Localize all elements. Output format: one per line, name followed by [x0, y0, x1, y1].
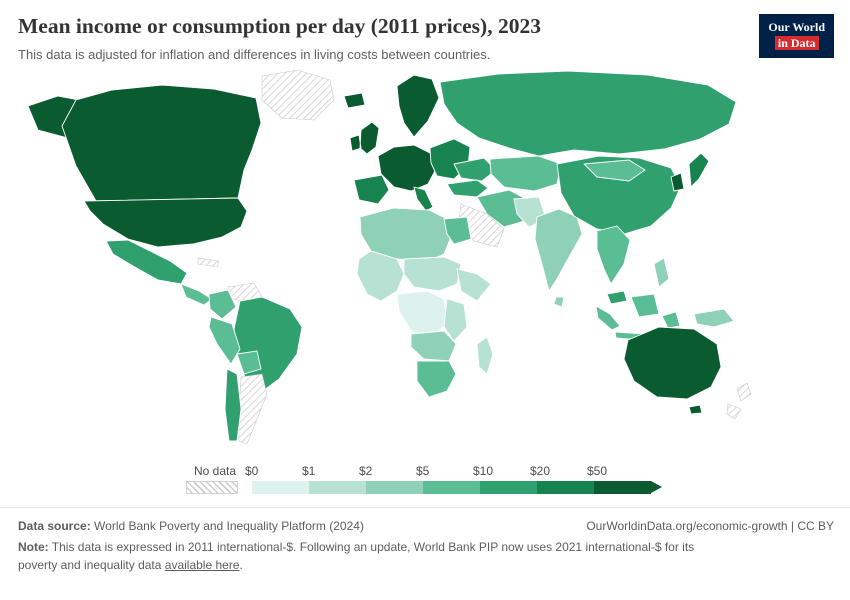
region-argentina[interactable]: Argentina [238, 373, 268, 445]
region-italy[interactable]: Italy [413, 186, 434, 212]
world-map: United States Canada Greenland United St… [27, 69, 752, 445]
legend-bin-6[interactable]: $50 [587, 464, 651, 494]
region-central-america[interactable]: Central America [180, 283, 213, 306]
region-horn-of-africa[interactable]: Horn of Africa [456, 268, 492, 302]
region-southern-africa[interactable]: Southern Africa [410, 330, 457, 362]
available-here-link[interactable]: available here [164, 557, 240, 572]
note-label: Note: [18, 539, 49, 554]
region-mexico[interactable]: Mexico [105, 239, 188, 285]
region-australia[interactable]: Australia [623, 326, 722, 400]
page-subtitle: This data is adjusted for inflation and … [18, 46, 491, 62]
no-data-swatch [186, 480, 238, 494]
region-philippines[interactable]: Philippines [653, 257, 670, 288]
map-area: United States Canada Greenland United St… [0, 68, 850, 448]
region-malaysia[interactable]: Malaysia [606, 290, 628, 305]
region-russia[interactable]: Russia [439, 70, 737, 157]
region-south-korea[interactable]: South Korea [670, 172, 685, 192]
legend-bin-1[interactable]: $1 [302, 464, 366, 494]
logo-line2: in Data [768, 35, 825, 52]
region-united-states[interactable]: United States [83, 197, 248, 248]
region-bolivia[interactable]: Bolivia [236, 350, 262, 375]
region-china[interactable]: China [556, 155, 682, 235]
footer-note: Note: This data is expressed in 2011 int… [18, 538, 718, 574]
data-source-text: World Bank Poverty and Inequality Platfo… [90, 518, 364, 533]
logo-line1: Our World [768, 20, 825, 34]
region-sri-lanka[interactable]: Sri Lanka [553, 296, 565, 308]
footer-divider [0, 506, 850, 508]
legend-bin-2[interactable]: $2 [359, 464, 423, 494]
legend-no-data[interactable]: No data [186, 464, 238, 494]
legend-bin-3[interactable]: $5 [416, 464, 480, 494]
map-legend: No data $0 $1 $2 $5 $10 $20 $50 [186, 458, 850, 494]
region-north-africa[interactable]: North Africa [359, 207, 452, 262]
note-suffix: . [239, 557, 243, 572]
region-east-africa[interactable]: East Africa [443, 298, 468, 342]
region-sahel[interactable]: Sahel & Sudan [403, 256, 462, 292]
region-iberia[interactable]: Spain & Portugal [353, 174, 390, 205]
legend-arrow [651, 481, 662, 494]
footer: Data source: World Bank Poverty and Ineq… [0, 508, 850, 574]
license-text[interactable]: OurWorldinData.org/economic-growth | CC … [586, 518, 834, 533]
region-madagascar[interactable]: Madagascar [476, 336, 494, 375]
region-greenland[interactable]: Greenland [261, 69, 335, 121]
region-chile[interactable]: Chile [224, 368, 242, 442]
region-west-africa[interactable]: West Africa [356, 250, 405, 302]
region-japan[interactable]: Japan [688, 152, 710, 188]
note-text: This data is expressed in 2011 internati… [18, 539, 695, 572]
region-papua-new-guinea[interactable]: Papua New Guinea [693, 308, 735, 328]
region-indonesia-sumatra[interactable]: Indonesia [595, 305, 621, 331]
header: Mean income or consumption per day (2011… [0, 0, 850, 62]
region-new-zealand[interactable]: New Zealand [726, 382, 752, 420]
region-mongolia[interactable]: Mongolia [583, 159, 646, 182]
region-borneo[interactable]: Borneo [630, 293, 660, 318]
legend-bar: $0 $1 $2 $5 $10 $20 $50 [245, 464, 662, 494]
region-scandinavia[interactable]: Scandinavia [396, 74, 440, 138]
header-text: Mean income or consumption per day (2011… [18, 14, 541, 62]
region-united-kingdom[interactable]: United Kingdom & Ireland [349, 121, 380, 155]
region-peru[interactable]: Peru [208, 316, 241, 365]
region-canada[interactable]: Canada [61, 84, 262, 202]
legend-bin-0[interactable]: $0 [245, 464, 309, 494]
region-india[interactable]: India [534, 208, 583, 292]
page-title: Mean income or consumption per day (2011… [18, 14, 541, 38]
region-colombia[interactable]: Colombia [208, 289, 237, 320]
legend-bin-5[interactable]: $20 [530, 464, 594, 494]
region-tasmania[interactable]: Australia [688, 404, 703, 415]
region-ukraine[interactable]: Ukraine [453, 157, 497, 182]
region-western-europe[interactable]: Western Europe [377, 144, 437, 192]
region-turkey[interactable]: Turkey [446, 179, 489, 198]
legend-no-data-label: No data [194, 463, 237, 478]
region-south-africa[interactable]: South Africa [416, 360, 457, 398]
region-egypt[interactable]: Egypt [443, 216, 472, 245]
data-source: Data source: World Bank Poverty and Ineq… [18, 517, 364, 535]
region-indonesia-sulawesi[interactable]: Indonesia [661, 311, 681, 329]
data-source-label: Data source: [18, 518, 91, 533]
owid-logo[interactable]: Our World in Data [759, 14, 834, 59]
region-southeast-asia[interactable]: Mainland Southeast Asia [596, 225, 631, 285]
region-iceland[interactable]: Iceland [343, 92, 366, 109]
region-central-africa[interactable]: Central Africa [396, 290, 448, 338]
legend-bin-4[interactable]: $10 [473, 464, 537, 494]
region-central-asia[interactable]: Central Asia [489, 155, 562, 192]
region-cuba[interactable]: Cuba [197, 257, 220, 268]
